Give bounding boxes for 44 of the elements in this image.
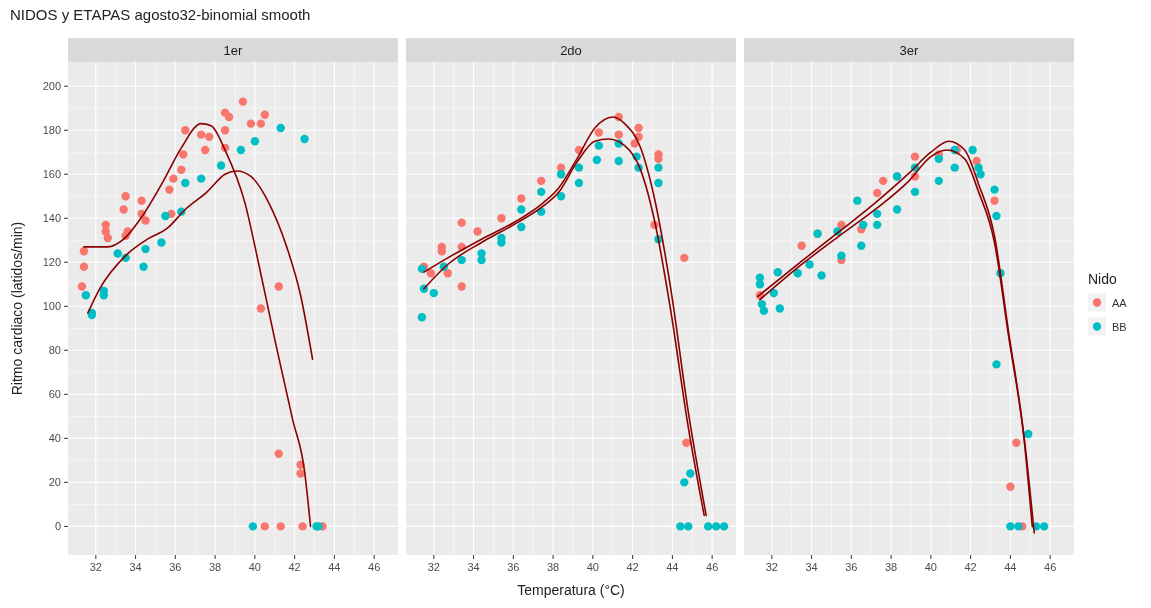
x-tick-label: 40 (924, 561, 937, 573)
x-tick-label: 46 (1044, 561, 1057, 573)
x-tick-label: 44 (328, 561, 341, 573)
x-tick-label: 44 (1004, 561, 1017, 573)
y-tick-label: 180 (42, 124, 61, 137)
chart-subtitle: 1er (223, 43, 244, 58)
x-tick-label: 38 (208, 561, 222, 573)
x-tick-label: 32 (765, 561, 778, 573)
x-axis-title: Temperatura (°C) (517, 582, 625, 598)
x-tick-label: 36 (507, 561, 520, 573)
y-tick-label: 60 (48, 388, 61, 401)
x-tick-label: 36 (845, 561, 858, 573)
legend-label: AA (1112, 296, 1128, 309)
y-tick-label: 20 (48, 476, 61, 489)
y-tick-label: 0 (54, 520, 61, 533)
x-tick-label: 44 (666, 561, 679, 573)
y-tick-label: 160 (42, 168, 61, 181)
x-tick-label: 38 (884, 561, 898, 573)
y-tick-label: 100 (42, 300, 61, 313)
y-tick-label: 40 (48, 432, 61, 445)
y-tick-label: 200 (42, 80, 61, 93)
x-tick-label: 32 (427, 561, 440, 573)
x-tick-label: 36 (169, 561, 182, 573)
y-axis-title: Ritmo cardiaco (latidos/min) (9, 221, 25, 396)
x-tick-label: 46 (368, 561, 381, 573)
chart-subtitle: 3er (899, 43, 920, 58)
x-tick-label: 40 (248, 561, 261, 573)
y-tick-label: 120 (42, 256, 61, 269)
chart-title: NIDOS y ETAPAS agosto32-binomial smooth (10, 6, 311, 23)
x-tick-label: 34 (129, 561, 142, 573)
x-tick-label: 42 (288, 561, 301, 573)
x-tick-label: 42 (964, 561, 977, 573)
y-tick-label: 80 (48, 344, 61, 357)
x-tick-label: 34 (467, 561, 480, 573)
x-tick-label: 32 (89, 561, 102, 573)
x-tick-label: 40 (586, 561, 599, 573)
x-tick-label: 38 (546, 561, 560, 573)
x-tick-label: 42 (626, 561, 639, 573)
x-tick-label: 34 (805, 561, 818, 573)
chart-subtitle: 2do (560, 43, 582, 58)
legend-label: BB (1112, 320, 1127, 333)
legend-title: Nido (1088, 270, 1118, 287)
y-tick-label: 140 (42, 212, 61, 225)
x-tick-label: 46 (706, 561, 719, 573)
